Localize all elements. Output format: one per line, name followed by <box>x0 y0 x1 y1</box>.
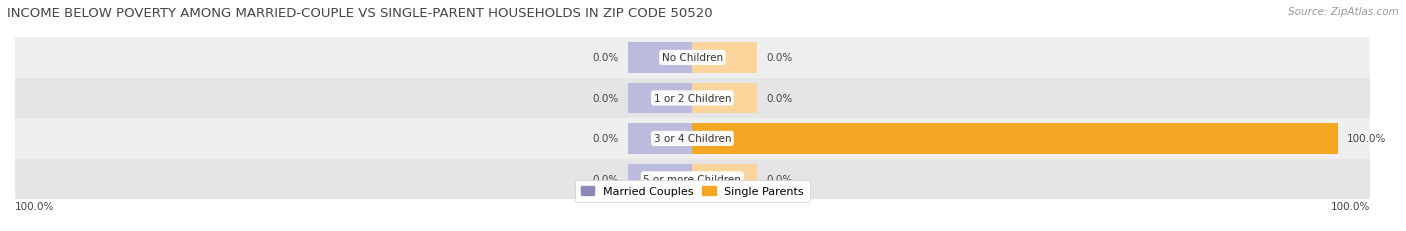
Text: 100.0%: 100.0% <box>1330 201 1369 211</box>
Text: 0.0%: 0.0% <box>766 53 793 63</box>
Text: 0.0%: 0.0% <box>592 94 619 103</box>
Bar <box>692 43 756 73</box>
Bar <box>692 124 756 154</box>
Text: 0.0%: 0.0% <box>592 134 619 144</box>
Bar <box>15 38 1369 78</box>
Text: 5 or more Children: 5 or more Children <box>644 174 741 184</box>
Bar <box>692 164 756 194</box>
Bar <box>692 124 1337 154</box>
Text: INCOME BELOW POVERTY AMONG MARRIED-COUPLE VS SINGLE-PARENT HOUSEHOLDS IN ZIP COD: INCOME BELOW POVERTY AMONG MARRIED-COUPL… <box>7 7 713 20</box>
Bar <box>15 78 1369 119</box>
Text: 100.0%: 100.0% <box>1347 134 1386 144</box>
Text: 100.0%: 100.0% <box>15 201 55 211</box>
Bar <box>15 119 1369 159</box>
Bar <box>628 124 692 154</box>
Legend: Married Couples, Single Parents: Married Couples, Single Parents <box>575 180 810 202</box>
Text: 0.0%: 0.0% <box>766 174 793 184</box>
Text: 0.0%: 0.0% <box>766 94 793 103</box>
Text: 1 or 2 Children: 1 or 2 Children <box>654 94 731 103</box>
Bar <box>15 159 1369 199</box>
Bar <box>628 83 692 114</box>
Bar <box>692 83 756 114</box>
Text: Source: ZipAtlas.com: Source: ZipAtlas.com <box>1288 7 1399 17</box>
Bar <box>628 43 692 73</box>
Text: No Children: No Children <box>662 53 723 63</box>
Text: 3 or 4 Children: 3 or 4 Children <box>654 134 731 144</box>
Bar <box>628 164 692 194</box>
Text: 0.0%: 0.0% <box>592 174 619 184</box>
Text: 0.0%: 0.0% <box>592 53 619 63</box>
